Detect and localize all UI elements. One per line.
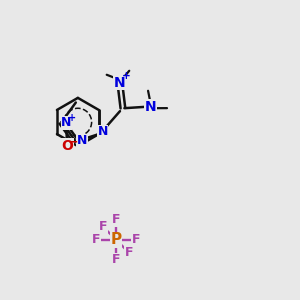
Text: F: F — [112, 213, 120, 226]
Text: F: F — [112, 253, 120, 266]
Text: N: N — [114, 76, 126, 90]
Text: N: N — [98, 125, 108, 138]
Text: P: P — [111, 232, 122, 247]
Text: N: N — [61, 116, 71, 129]
Text: F: F — [132, 233, 140, 246]
Text: +: + — [68, 112, 76, 123]
Text: F: F — [99, 220, 107, 233]
Text: +: + — [122, 71, 130, 81]
Text: F: F — [125, 246, 134, 259]
Text: −: − — [68, 136, 79, 148]
Text: N: N — [145, 100, 157, 114]
Text: N: N — [77, 134, 88, 148]
Text: O: O — [61, 139, 73, 153]
Text: F: F — [92, 233, 100, 246]
